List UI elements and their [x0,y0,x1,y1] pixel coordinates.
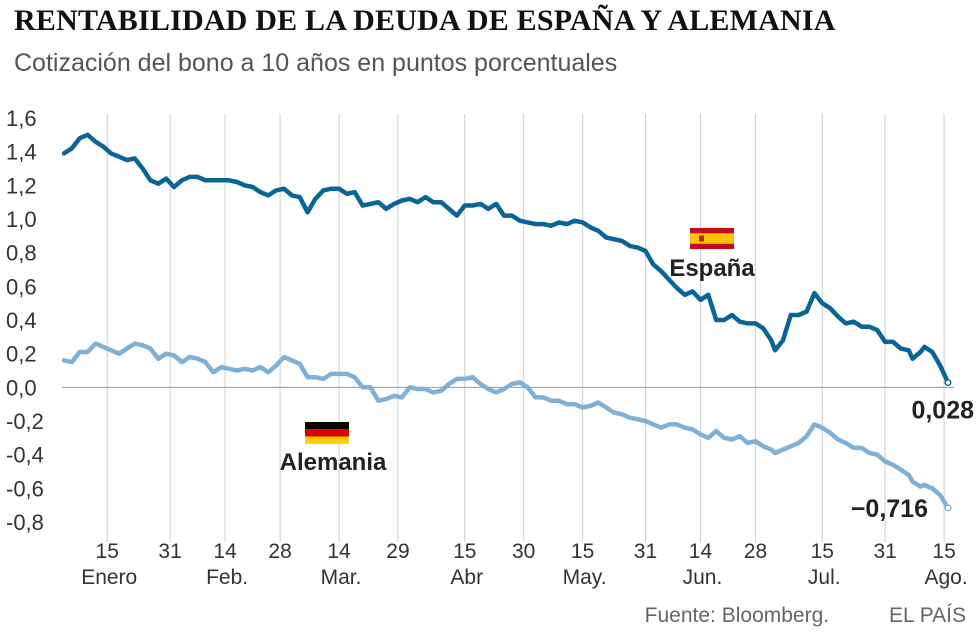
source-note: Fuente: Bloomberg. [644,604,830,627]
x-tick-label: 15 [96,540,119,563]
series-label-espana: España [669,255,755,282]
month-label: Jul. [808,566,841,589]
x-tick-label: 30 [512,540,535,563]
month-label: Enero [81,566,137,589]
month-label: Mar. [321,566,362,589]
x-tick-label: 15 [453,540,476,563]
month-label: Abr [450,566,483,589]
x-tick-label: 29 [386,540,409,563]
month-label: May. [563,566,607,589]
y-tick-label: 1,4 [6,140,37,165]
x-tick-label: 15 [571,540,594,563]
chart-title: RENTABILIDAD DE LA DEUDA DE ESPAÑA Y ALE… [14,4,836,37]
month-label: Feb. [206,566,248,589]
month-label: Ago. [924,566,967,589]
x-tick-label: 31 [158,540,181,563]
y-tick-label: 0,4 [6,308,37,333]
x-tick-label: 28 [268,540,291,563]
germany-flag-icon [305,422,349,444]
y-tick-label: 0,0 [6,375,37,400]
y-tick-label: 0,6 [6,274,37,299]
y-tick-label: -0,8 [6,510,44,535]
y-tick-label: -0,2 [6,409,44,434]
y-tick-label: 0,2 [6,342,37,367]
series-end-point [944,504,952,512]
x-tick-label: 31 [873,540,896,563]
x-tick-label: 14 [689,540,713,563]
y-tick-label: 0,8 [6,241,37,266]
series-label-alemania: Alemania [280,449,387,476]
end-value-label-espana: 0,028 [911,397,974,425]
y-tick-label: -0,6 [6,476,44,501]
x-tick-label: 31 [634,540,657,563]
series-line-alemania [61,341,951,511]
y-tick-label: 1,6 [6,106,37,131]
x-tick-label: 15 [932,540,955,563]
y-tick-label: 1,2 [6,173,37,198]
yield-line-chart: 1,6 1,4 1,2 1,0 0,8 0,6 0,4 0,2 0,0 -0,2 -0,4 -0,6 -… [6,106,974,589]
x-tick-label: 14 [327,540,351,563]
y-tick-label: 1,0 [6,207,37,232]
month-label: Jun. [683,566,723,589]
chart-footer: Fuente: Bloomberg. EL PAÍS [645,604,966,628]
y-tick-label: -0,4 [6,443,44,468]
spain-flag-icon [690,228,734,249]
x-tick-label: 28 [744,540,767,563]
series-line-espana [61,132,951,385]
publisher-credit: EL PAÍS [888,604,966,627]
x-tick-label: 15 [811,540,834,563]
x-tick-label: 14 [213,540,237,563]
series-end-point [944,379,952,387]
chart-subtitle: Cotización del bono a 10 años en puntos … [14,49,618,77]
end-value-label-alemania: −0,716 [851,495,928,523]
